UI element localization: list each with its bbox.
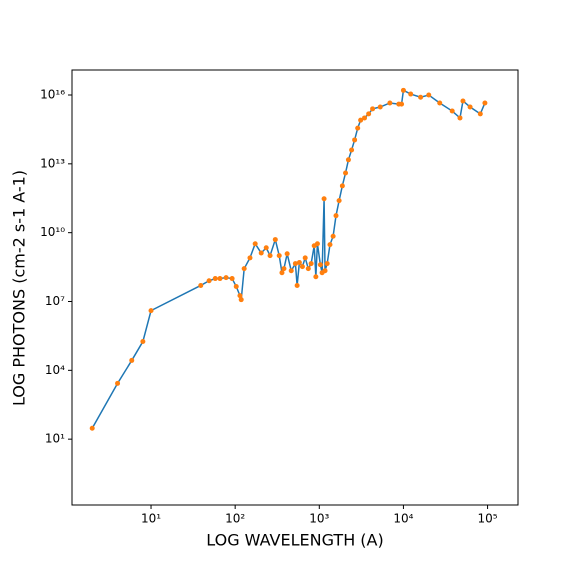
data-point: [345, 157, 351, 163]
data-point: [272, 237, 278, 243]
data-point: [292, 261, 298, 267]
data-point: [89, 425, 95, 431]
data-point: [237, 293, 243, 299]
data-point: [355, 125, 361, 131]
data-point: [482, 100, 488, 106]
data-point: [258, 250, 264, 256]
data-point: [229, 276, 235, 282]
y-tick-label: 10¹: [45, 432, 65, 446]
data-point: [426, 92, 432, 98]
data-point: [284, 251, 290, 257]
data-point: [339, 183, 345, 189]
data-point: [467, 104, 473, 110]
x-tick-label: 10⁵: [478, 512, 498, 526]
data-point: [247, 255, 253, 261]
data-point: [408, 91, 414, 97]
x-tick-label: 10¹: [141, 512, 161, 526]
x-tick-label: 10³: [309, 512, 329, 526]
data-point: [370, 106, 376, 112]
y-tick-label: 10¹⁶: [40, 88, 65, 102]
data-point: [321, 196, 327, 202]
data-point: [399, 101, 405, 107]
data-point: [352, 137, 358, 143]
data-point: [238, 297, 244, 303]
data-point: [299, 264, 305, 270]
data-point: [241, 266, 247, 272]
data-point: [366, 111, 372, 117]
data-point: [313, 274, 319, 280]
data-point: [206, 278, 212, 284]
data-point: [288, 268, 294, 274]
data-point: [140, 339, 146, 345]
data-point: [252, 241, 258, 247]
data-point: [358, 117, 364, 123]
data-point: [327, 242, 333, 248]
plot-frame: [71, 69, 519, 506]
data-point: [418, 94, 424, 100]
data-point: [263, 245, 269, 251]
data-point: [314, 241, 320, 247]
data-point: [305, 266, 311, 272]
data-point: [362, 115, 368, 121]
data-point: [333, 213, 339, 219]
y-axis-label: LOG PHOTONS (cm-2 s-1 A-1): [10, 170, 29, 406]
data-point: [148, 308, 154, 314]
data-line: [91, 89, 486, 429]
data-point: [115, 380, 121, 386]
data-point: [387, 100, 393, 106]
data-point: [233, 284, 239, 290]
data-point: [377, 104, 383, 110]
x-axis-label: LOG WAVELENGTH (A): [206, 531, 383, 550]
y-tick-label: 10⁴: [45, 363, 65, 377]
y-tick-label: 10¹³: [40, 156, 65, 170]
data-point: [449, 108, 455, 114]
data-point: [457, 115, 463, 121]
data-point: [400, 87, 406, 93]
data-point: [336, 198, 342, 204]
data-point: [223, 275, 229, 281]
data-point: [349, 147, 355, 153]
data-point: [279, 270, 285, 276]
data-point: [217, 276, 223, 282]
data-point: [477, 111, 483, 117]
data-point: [198, 282, 204, 288]
data-point: [343, 170, 349, 176]
data-point: [324, 261, 330, 267]
data-point: [281, 266, 287, 272]
x-tick-label: 10⁴: [393, 512, 413, 526]
data-point: [276, 253, 282, 259]
x-tick-label: 10²: [225, 512, 245, 526]
data-point: [212, 276, 218, 282]
data-point: [267, 253, 273, 259]
y-tick-label: 10⁷: [45, 294, 65, 308]
data-point: [296, 260, 302, 266]
data-point: [330, 233, 336, 239]
data-point: [129, 357, 135, 363]
data-point: [460, 98, 466, 104]
data-point: [308, 261, 314, 267]
y-tick-label: 10¹⁰: [40, 225, 65, 239]
data-point: [302, 255, 308, 261]
data-point: [322, 268, 328, 274]
data-point: [317, 262, 323, 268]
data-point: [294, 282, 300, 288]
data-point: [437, 100, 443, 106]
